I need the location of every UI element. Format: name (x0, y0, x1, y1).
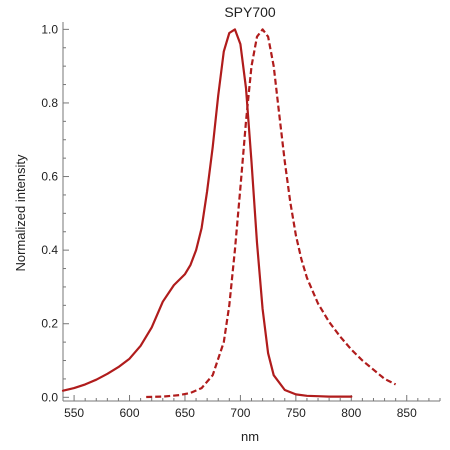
chart-title: SPY700 (224, 4, 276, 20)
y-tick-label: 1.0 (41, 22, 58, 36)
x-tick-label: 850 (397, 406, 417, 420)
axes: 550 600 650 700 750 800 850 0.0 0.2 0.4 0.6 0.8 1.0 (41, 22, 441, 420)
absorption-line (61, 28, 353, 398)
y-tick-label: 0.2 (41, 317, 58, 331)
x-tick-label: 750 (286, 406, 306, 420)
x-axis-title: nm (241, 429, 259, 444)
x-tick-label: 600 (120, 406, 140, 420)
y-tick-label: 0.4 (41, 243, 58, 257)
x-tick-label: 550 (64, 406, 84, 420)
y-tick-label: 0.0 (41, 390, 58, 404)
x-tick-label: 700 (230, 406, 250, 420)
plot-area (61, 28, 397, 399)
x-tick-label: 800 (341, 406, 361, 420)
emission-line (146, 28, 397, 399)
x-tick-label: 650 (175, 406, 195, 420)
y-axis-title: Normalized intensity (13, 154, 28, 272)
y-tick-label: 0.8 (41, 96, 58, 110)
y-tick-label: 0.6 (41, 170, 58, 184)
